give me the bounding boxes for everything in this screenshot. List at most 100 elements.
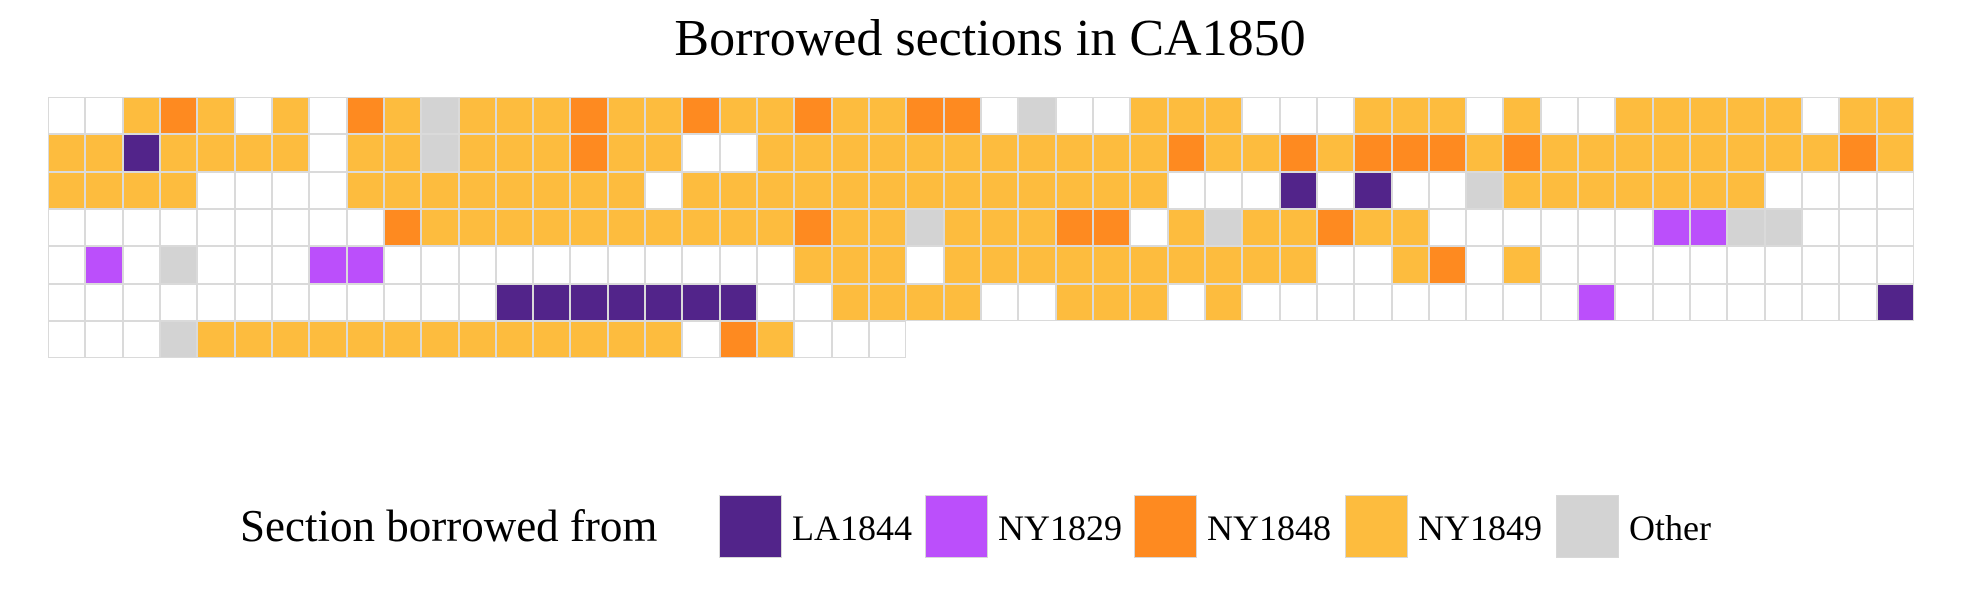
legend-label: LA1844 <box>792 508 912 548</box>
waffle-cell-none <box>645 246 683 284</box>
waffle-cell-none <box>1615 246 1653 284</box>
waffle-cell-other <box>159 246 198 284</box>
legend-swatch <box>1556 495 1619 558</box>
waffle-cell-ny1849 <box>48 171 86 209</box>
waffle-cell-ny1849 <box>943 134 981 172</box>
waffle-cell-ny1849 <box>943 283 981 321</box>
waffle-cell-la1844 <box>1876 283 1914 321</box>
waffle-cell-ny1849 <box>533 320 571 359</box>
waffle-cell-ny1849 <box>383 171 422 209</box>
waffle-cell-ny1849 <box>943 208 981 247</box>
waffle-cell-ny1849 <box>1092 134 1131 172</box>
waffle-cell-ny1849 <box>421 320 459 359</box>
waffle-cell-ny1849 <box>831 97 870 135</box>
waffle-cell-other <box>1466 171 1504 209</box>
waffle-cell-ny1849 <box>1018 208 1056 247</box>
waffle-cell-ny1849 <box>869 208 907 247</box>
waffle-cell-ny1849 <box>234 134 272 172</box>
waffle-cell-ny1849 <box>1279 246 1317 284</box>
waffle-cell-ny1849 <box>1204 97 1243 135</box>
waffle-cell-ny1849 <box>271 134 310 172</box>
waffle-cell-ny1849 <box>159 134 198 172</box>
waffle-cell-ny1849 <box>1204 283 1243 321</box>
waffle-cell-none <box>1503 208 1541 247</box>
waffle-cell-none <box>981 97 1019 135</box>
waffle-cell-none <box>1839 246 1877 284</box>
waffle-cell-ny1849 <box>1503 97 1541 135</box>
waffle-cell-none <box>48 283 86 321</box>
waffle-cell-ny1849 <box>1055 246 1093 284</box>
waffle-cell-ny1849 <box>645 320 683 359</box>
waffle-cell-none <box>309 97 347 135</box>
waffle-cell-ny1848 <box>794 97 832 135</box>
waffle-cell-ny1849 <box>794 134 832 172</box>
waffle-cell-ny1849 <box>421 171 459 209</box>
waffle-cell-ny1848 <box>1428 246 1467 284</box>
waffle-cell-other <box>906 208 944 247</box>
waffle-cell-none <box>122 283 160 321</box>
waffle-cell-la1844 <box>607 283 646 321</box>
waffle-cell-ny1849 <box>570 171 608 209</box>
waffle-cell-ny1848 <box>1279 134 1317 172</box>
waffle-cell-ny1848 <box>719 320 758 359</box>
waffle-cell-ny1849 <box>607 208 646 247</box>
waffle-cell-ny1849 <box>1652 97 1691 135</box>
waffle-cell-ny1848 <box>794 208 832 247</box>
waffle-cell-none <box>1764 171 1803 209</box>
waffle-cell-ny1849 <box>1167 208 1205 247</box>
waffle-cell-ny1849 <box>1615 171 1653 209</box>
waffle-cell-none <box>85 97 123 135</box>
waffle-cell-ny1849 <box>1503 171 1541 209</box>
waffle-cell-none <box>906 246 944 284</box>
chart-title: Borrowed sections in CA1850 <box>674 10 1306 67</box>
waffle-cell-none <box>421 283 459 321</box>
waffle-cell-ny1849 <box>943 171 981 209</box>
waffle-cell-none <box>309 283 347 321</box>
waffle-cell-none <box>309 171 347 209</box>
waffle-cell-ny1849 <box>346 320 384 359</box>
waffle-cell-ny1848 <box>1503 134 1541 172</box>
waffle-cell-none <box>682 134 720 172</box>
waffle-cell-none <box>794 320 832 359</box>
waffle-cell-none <box>1876 208 1914 247</box>
waffle-cell-ny1849 <box>1130 171 1168 209</box>
waffle-cell-none <box>831 320 870 359</box>
waffle-cell-ny1849 <box>757 320 795 359</box>
waffle-cell-ny1849 <box>570 208 608 247</box>
waffle-cell-ny1829 <box>1652 208 1691 247</box>
waffle-cell-ny1849 <box>495 320 534 359</box>
waffle-cell-none <box>197 246 235 284</box>
waffle-cell-ny1849 <box>1503 246 1541 284</box>
waffle-cell-none <box>1578 246 1616 284</box>
waffle-cell-none <box>1876 246 1914 284</box>
waffle-cell-ny1848 <box>1092 208 1131 247</box>
waffle-cell-other <box>1204 208 1243 247</box>
waffle-cell-ny1849 <box>1578 171 1616 209</box>
waffle-cell-none <box>197 208 235 247</box>
waffle-cell-none <box>719 134 758 172</box>
waffle-cell-none <box>85 283 123 321</box>
waffle-cell-ny1848 <box>1428 134 1467 172</box>
waffle-cell-ny1849 <box>607 171 646 209</box>
waffle-cell-ny1849 <box>533 208 571 247</box>
waffle-cell-ny1849 <box>458 171 496 209</box>
waffle-cell-none <box>346 208 384 247</box>
waffle-cell-none <box>1802 97 1840 135</box>
waffle-cell-ny1849 <box>719 97 758 135</box>
legend-title: Section borrowed from <box>240 501 658 551</box>
waffle-cell-none <box>1466 208 1504 247</box>
waffle-cell-ny1849 <box>1876 134 1914 172</box>
waffle-cell-none <box>1428 171 1467 209</box>
waffle-cell-none <box>1092 97 1131 135</box>
waffle-cell-ny1848 <box>943 97 981 135</box>
waffle-cell-ny1829 <box>1578 283 1616 321</box>
waffle-cell-ny1848 <box>159 97 198 135</box>
waffle-cell-ny1849 <box>122 97 160 135</box>
waffle-cell-ny1849 <box>197 97 235 135</box>
legend-label: NY1848 <box>1207 508 1331 548</box>
waffle-cell-none <box>1130 208 1168 247</box>
waffle-cell-ny1849 <box>869 246 907 284</box>
waffle-cell-none <box>159 283 198 321</box>
waffle-cell-ny1849 <box>1204 134 1243 172</box>
waffle-cell-ny1849 <box>85 134 123 172</box>
